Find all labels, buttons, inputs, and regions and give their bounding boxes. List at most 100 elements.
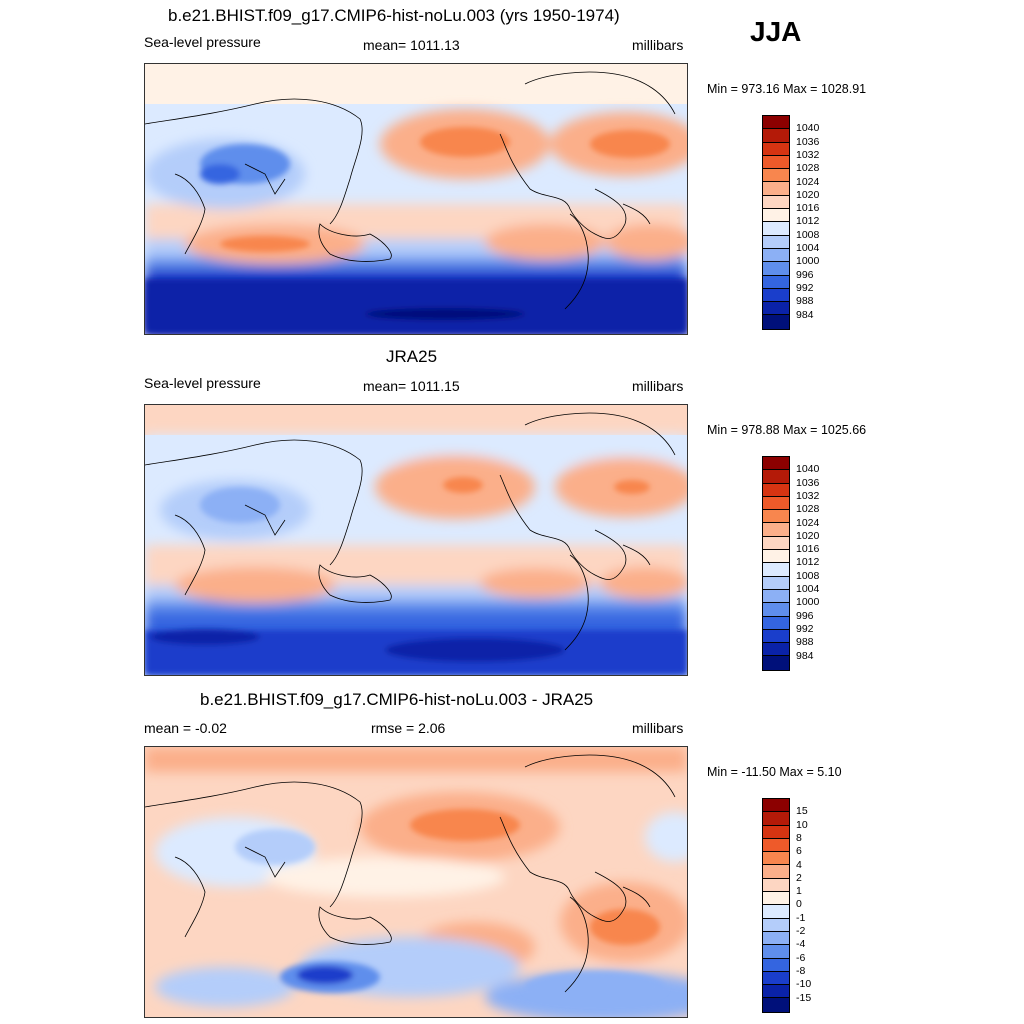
colorbar-tick-label: 988: [796, 636, 814, 649]
colorbar-swatch: [763, 457, 789, 471]
colorbar-swatch: [763, 643, 789, 657]
colorbar-swatch: [763, 985, 789, 999]
map-panel-difference: [144, 746, 688, 1018]
colorbar-tick-label: 996: [796, 268, 814, 281]
colorbar-swatch: [763, 523, 789, 537]
colorbar-tick-label: 992: [796, 622, 814, 635]
colorbar-swatch: [763, 945, 789, 959]
colorbar-swatch: [763, 931, 789, 946]
colorbar-tick-label: 1000: [796, 255, 820, 268]
colorbar-swatch: [763, 182, 789, 196]
center-label: mean= 1011.13: [363, 37, 460, 53]
panel-title: b.e21.BHIST.f09_g17.CMIP6-hist-noLu.003 …: [168, 6, 620, 25]
colorbar-swatch: [763, 656, 789, 670]
colorbar-tick-label: 1012: [796, 215, 820, 228]
colorbar-swatch: [763, 302, 789, 316]
colorbar-swatch: [763, 248, 789, 263]
colorbar-tick-label: 10: [796, 818, 808, 831]
colorbar-swatch: [763, 958, 789, 972]
colorbar-swatch: [763, 209, 789, 223]
colorbar-tick-label: -2: [796, 925, 806, 937]
colorbar-tick-label: -15: [796, 991, 812, 1004]
minmax-label: Min = 978.88 Max = 1025.66: [707, 423, 867, 437]
colorbar-swatch: [763, 825, 789, 839]
left-label: Sea-level pressure: [144, 34, 261, 50]
colorbar-swatch: [763, 852, 789, 866]
colorbar-swatch: [763, 865, 789, 879]
colorbar-tick-label: -4: [796, 938, 806, 951]
colorbar-swatch: [763, 470, 789, 484]
panel-title: b.e21.BHIST.f09_g17.CMIP6-hist-noLu.003 …: [200, 690, 594, 709]
colorbar-swatch: [763, 998, 789, 1012]
colorbar-swatch: [763, 169, 789, 183]
colorbar-swatch: [763, 799, 789, 813]
colorbar-tick-label: 1032: [796, 148, 820, 161]
colorbar-tick-label: 1028: [796, 162, 820, 175]
colorbar-tick-label: 8: [796, 831, 802, 844]
colorbar-swatch: [763, 971, 789, 986]
colorbar-swatch: [763, 536, 789, 551]
colorbar-swatch: [763, 878, 789, 893]
colorbar-tick-label: 1004: [796, 242, 820, 254]
colorbar-tick-label: 1012: [796, 556, 820, 569]
colorbar-tick-label: 1032: [796, 489, 820, 502]
colorbar-swatch: [763, 235, 789, 249]
colorbar-tick-label: 1: [796, 885, 802, 898]
colorbar-swatch: [763, 629, 789, 644]
colorbar-swatch: [763, 275, 789, 289]
colorbar-tick-label: -10: [796, 978, 812, 991]
panel-title: JRA25: [386, 347, 438, 366]
colorbar-swatch: [763, 483, 789, 497]
colorbar-swatch: [763, 812, 789, 826]
colorbar-tick-label: -8: [796, 964, 806, 977]
colorbar: [762, 798, 790, 1013]
colorbar-tick-label: 984: [796, 649, 814, 662]
minmax-label: Min = -11.50 Max = 5.10: [707, 765, 842, 779]
colorbar-swatch: [763, 838, 789, 853]
coastlines: [145, 71, 676, 310]
center-label: mean= 1011.15: [363, 378, 460, 394]
minmax-label: Min = 973.16 Max = 1028.91: [707, 82, 867, 96]
right-label: millibars: [632, 37, 684, 53]
colorbar-tick-label: 996: [796, 609, 814, 622]
colorbar-swatch: [763, 616, 789, 630]
colorbar-tick-label: 984: [796, 308, 814, 321]
colorbar-tick-label: 4: [796, 858, 802, 871]
colorbar-tick-label: 1008: [796, 569, 820, 582]
colorbar-tick-label: 1024: [796, 516, 820, 529]
colorbar-swatch: [763, 603, 789, 617]
right-label: millibars: [632, 720, 684, 736]
colorbar-swatch: [763, 550, 789, 564]
colorbar-swatch: [763, 892, 789, 906]
left-label: Sea-level pressure: [144, 375, 261, 391]
colorbar-swatch: [763, 589, 789, 604]
colorbar-swatch: [763, 142, 789, 156]
colorbar-tick-label: 1020: [796, 529, 820, 542]
colorbar-swatch: [763, 222, 789, 236]
colorbar-tick-label: 1016: [796, 543, 820, 556]
colorbar-swatch: [763, 195, 789, 210]
colorbar-tick-label: 1004: [796, 583, 820, 595]
map-panel-model: [144, 63, 688, 335]
colorbar-tick-label: 992: [796, 281, 814, 294]
colorbar-tick-label: 2: [796, 871, 802, 884]
colorbar-tick-label: 1008: [796, 228, 820, 241]
colorbar-swatch: [763, 905, 789, 919]
colorbar: [762, 456, 790, 671]
colorbar: [762, 115, 790, 330]
contour-map: [145, 747, 687, 1017]
contour-map: [145, 405, 687, 675]
colorbar-swatch: [763, 563, 789, 577]
colorbar-tick-label: -6: [796, 951, 806, 964]
coastlines: [145, 412, 676, 651]
colorbar-tick-label: 0: [796, 898, 802, 911]
season-label: JJA: [750, 16, 802, 47]
colorbar-tick-label: -1: [796, 911, 806, 924]
map-panel-reanalysis: [144, 404, 688, 676]
center-label: rmse = 2.06: [371, 720, 446, 736]
colorbar-swatch: [763, 155, 789, 170]
colorbar-swatch: [763, 288, 789, 303]
left-label: mean = -0.02: [144, 720, 227, 736]
colorbar-swatch: [763, 116, 789, 130]
colorbar-tick-label: 1028: [796, 503, 820, 516]
